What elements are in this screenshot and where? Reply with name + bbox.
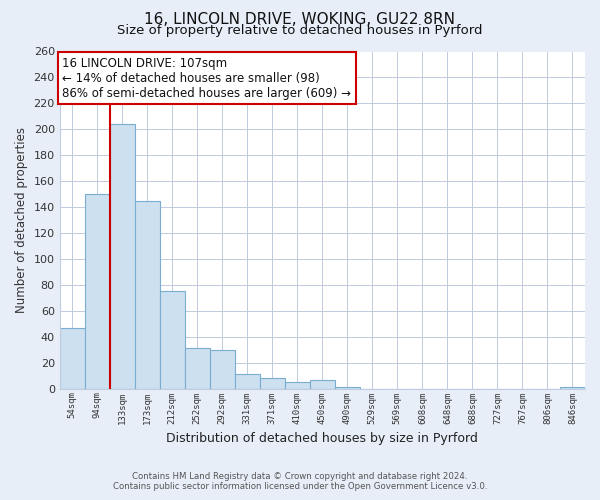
Text: Contains HM Land Registry data © Crown copyright and database right 2024.
Contai: Contains HM Land Registry data © Crown c… bbox=[113, 472, 487, 491]
Bar bbox=[285, 382, 310, 388]
Bar bbox=[160, 292, 185, 388]
Text: 16, LINCOLN DRIVE, WOKING, GU22 8RN: 16, LINCOLN DRIVE, WOKING, GU22 8RN bbox=[145, 12, 455, 28]
Bar bbox=[185, 348, 210, 389]
Bar bbox=[110, 124, 135, 388]
Bar bbox=[85, 194, 110, 388]
Bar bbox=[235, 374, 260, 388]
Bar bbox=[260, 378, 285, 388]
Bar bbox=[310, 380, 335, 388]
Text: Size of property relative to detached houses in Pyrford: Size of property relative to detached ho… bbox=[117, 24, 483, 37]
Bar bbox=[135, 200, 160, 388]
Y-axis label: Number of detached properties: Number of detached properties bbox=[15, 127, 28, 313]
Text: 16 LINCOLN DRIVE: 107sqm
← 14% of detached houses are smaller (98)
86% of semi-d: 16 LINCOLN DRIVE: 107sqm ← 14% of detach… bbox=[62, 56, 351, 100]
Bar bbox=[210, 350, 235, 389]
X-axis label: Distribution of detached houses by size in Pyrford: Distribution of detached houses by size … bbox=[166, 432, 478, 445]
Bar bbox=[59, 328, 85, 388]
